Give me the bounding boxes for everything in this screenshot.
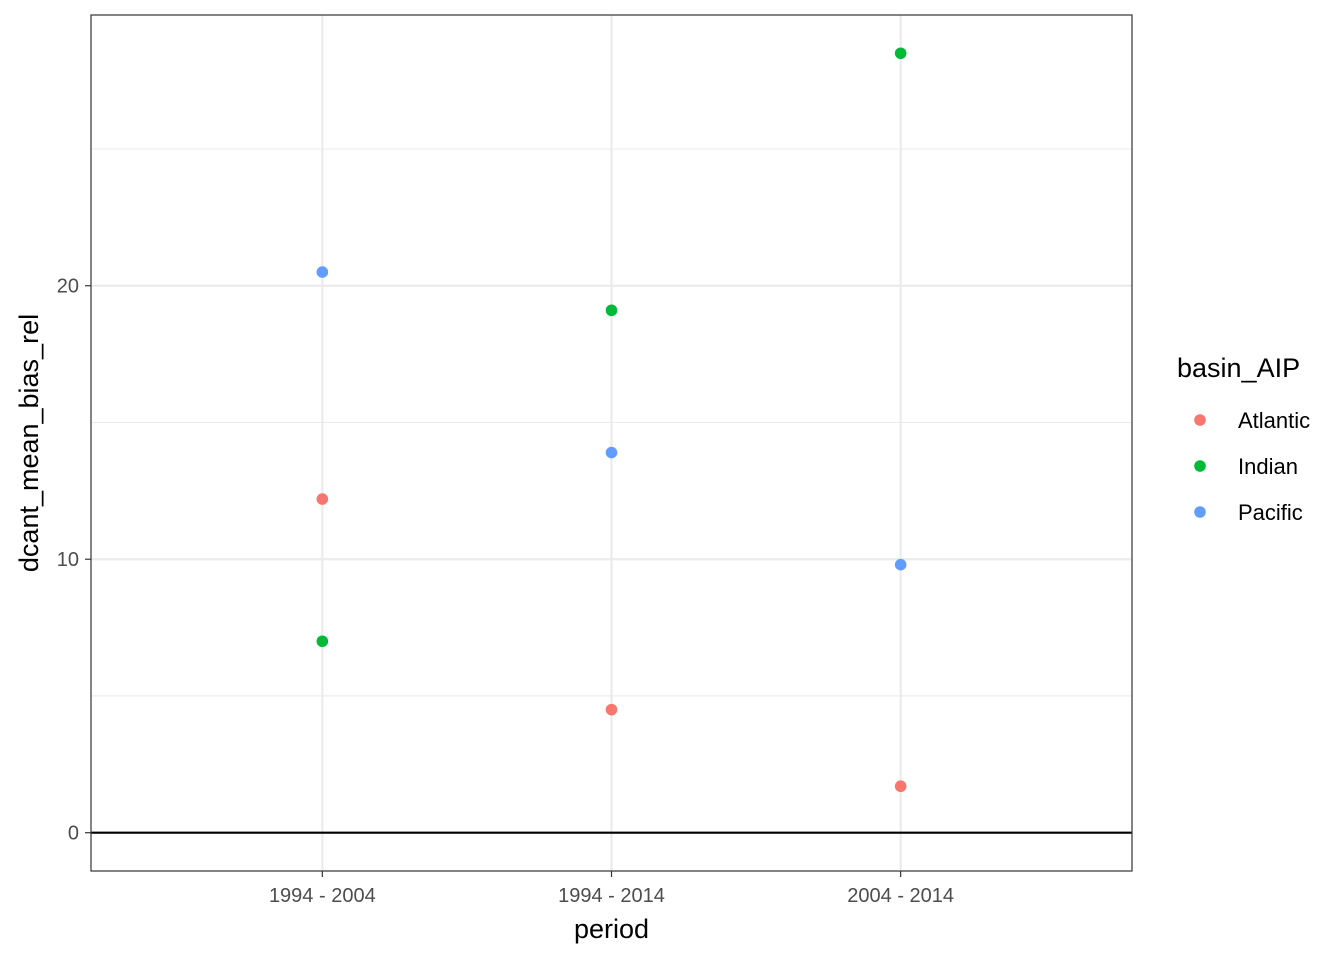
- x-axis: 1994 - 2004 1994 - 2014 2004 - 2014: [269, 871, 954, 907]
- legend-label-atlantic: Atlantic: [1238, 408, 1310, 433]
- y-axis: 0 10 20: [57, 276, 91, 845]
- y-tick-label: 10: [57, 549, 79, 571]
- x-tick-label: 1994 - 2004: [269, 885, 376, 907]
- point-atlantic: [605, 703, 618, 716]
- point-atlantic: [316, 493, 329, 505]
- x-tick-label: 2004 - 2014: [847, 885, 954, 907]
- legend-items: Atlantic Indian Pacific: [1194, 408, 1310, 525]
- legend-key-indian: [1194, 460, 1206, 472]
- point-atlantic: [894, 780, 907, 793]
- point-indian: [605, 304, 618, 317]
- legend: basin_AIP Atlantic Indian Pacific: [1177, 353, 1310, 525]
- x-axis-title: period: [574, 914, 649, 944]
- point-pacific: [605, 446, 618, 459]
- legend-key-atlantic: [1194, 414, 1206, 426]
- point-pacific: [316, 266, 329, 278]
- y-tick-label: 20: [57, 276, 79, 298]
- point-indian: [316, 635, 329, 648]
- legend-key-pacific: [1194, 506, 1206, 518]
- x-tick-label: 1994 - 2014: [558, 885, 665, 907]
- point-pacific: [894, 558, 907, 571]
- major-gridlines: [91, 15, 1132, 871]
- legend-title: basin_AIP: [1177, 353, 1300, 383]
- legend-label-pacific: Pacific: [1238, 500, 1303, 525]
- data-points: [316, 47, 907, 793]
- point-indian: [894, 47, 907, 60]
- legend-label-indian: Indian: [1238, 454, 1298, 479]
- y-tick-label: 0: [68, 823, 79, 845]
- y-axis-title: dcant_mean_bias_rel: [14, 314, 44, 572]
